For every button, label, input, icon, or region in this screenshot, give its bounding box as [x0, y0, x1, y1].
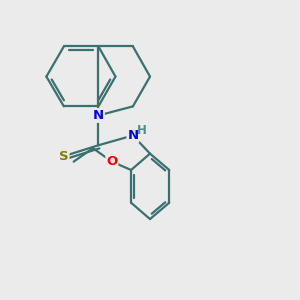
Text: S: S — [59, 150, 69, 163]
Text: N: N — [93, 109, 104, 122]
Text: O: O — [106, 155, 118, 168]
Text: N: N — [128, 129, 139, 142]
Text: H: H — [137, 124, 147, 137]
